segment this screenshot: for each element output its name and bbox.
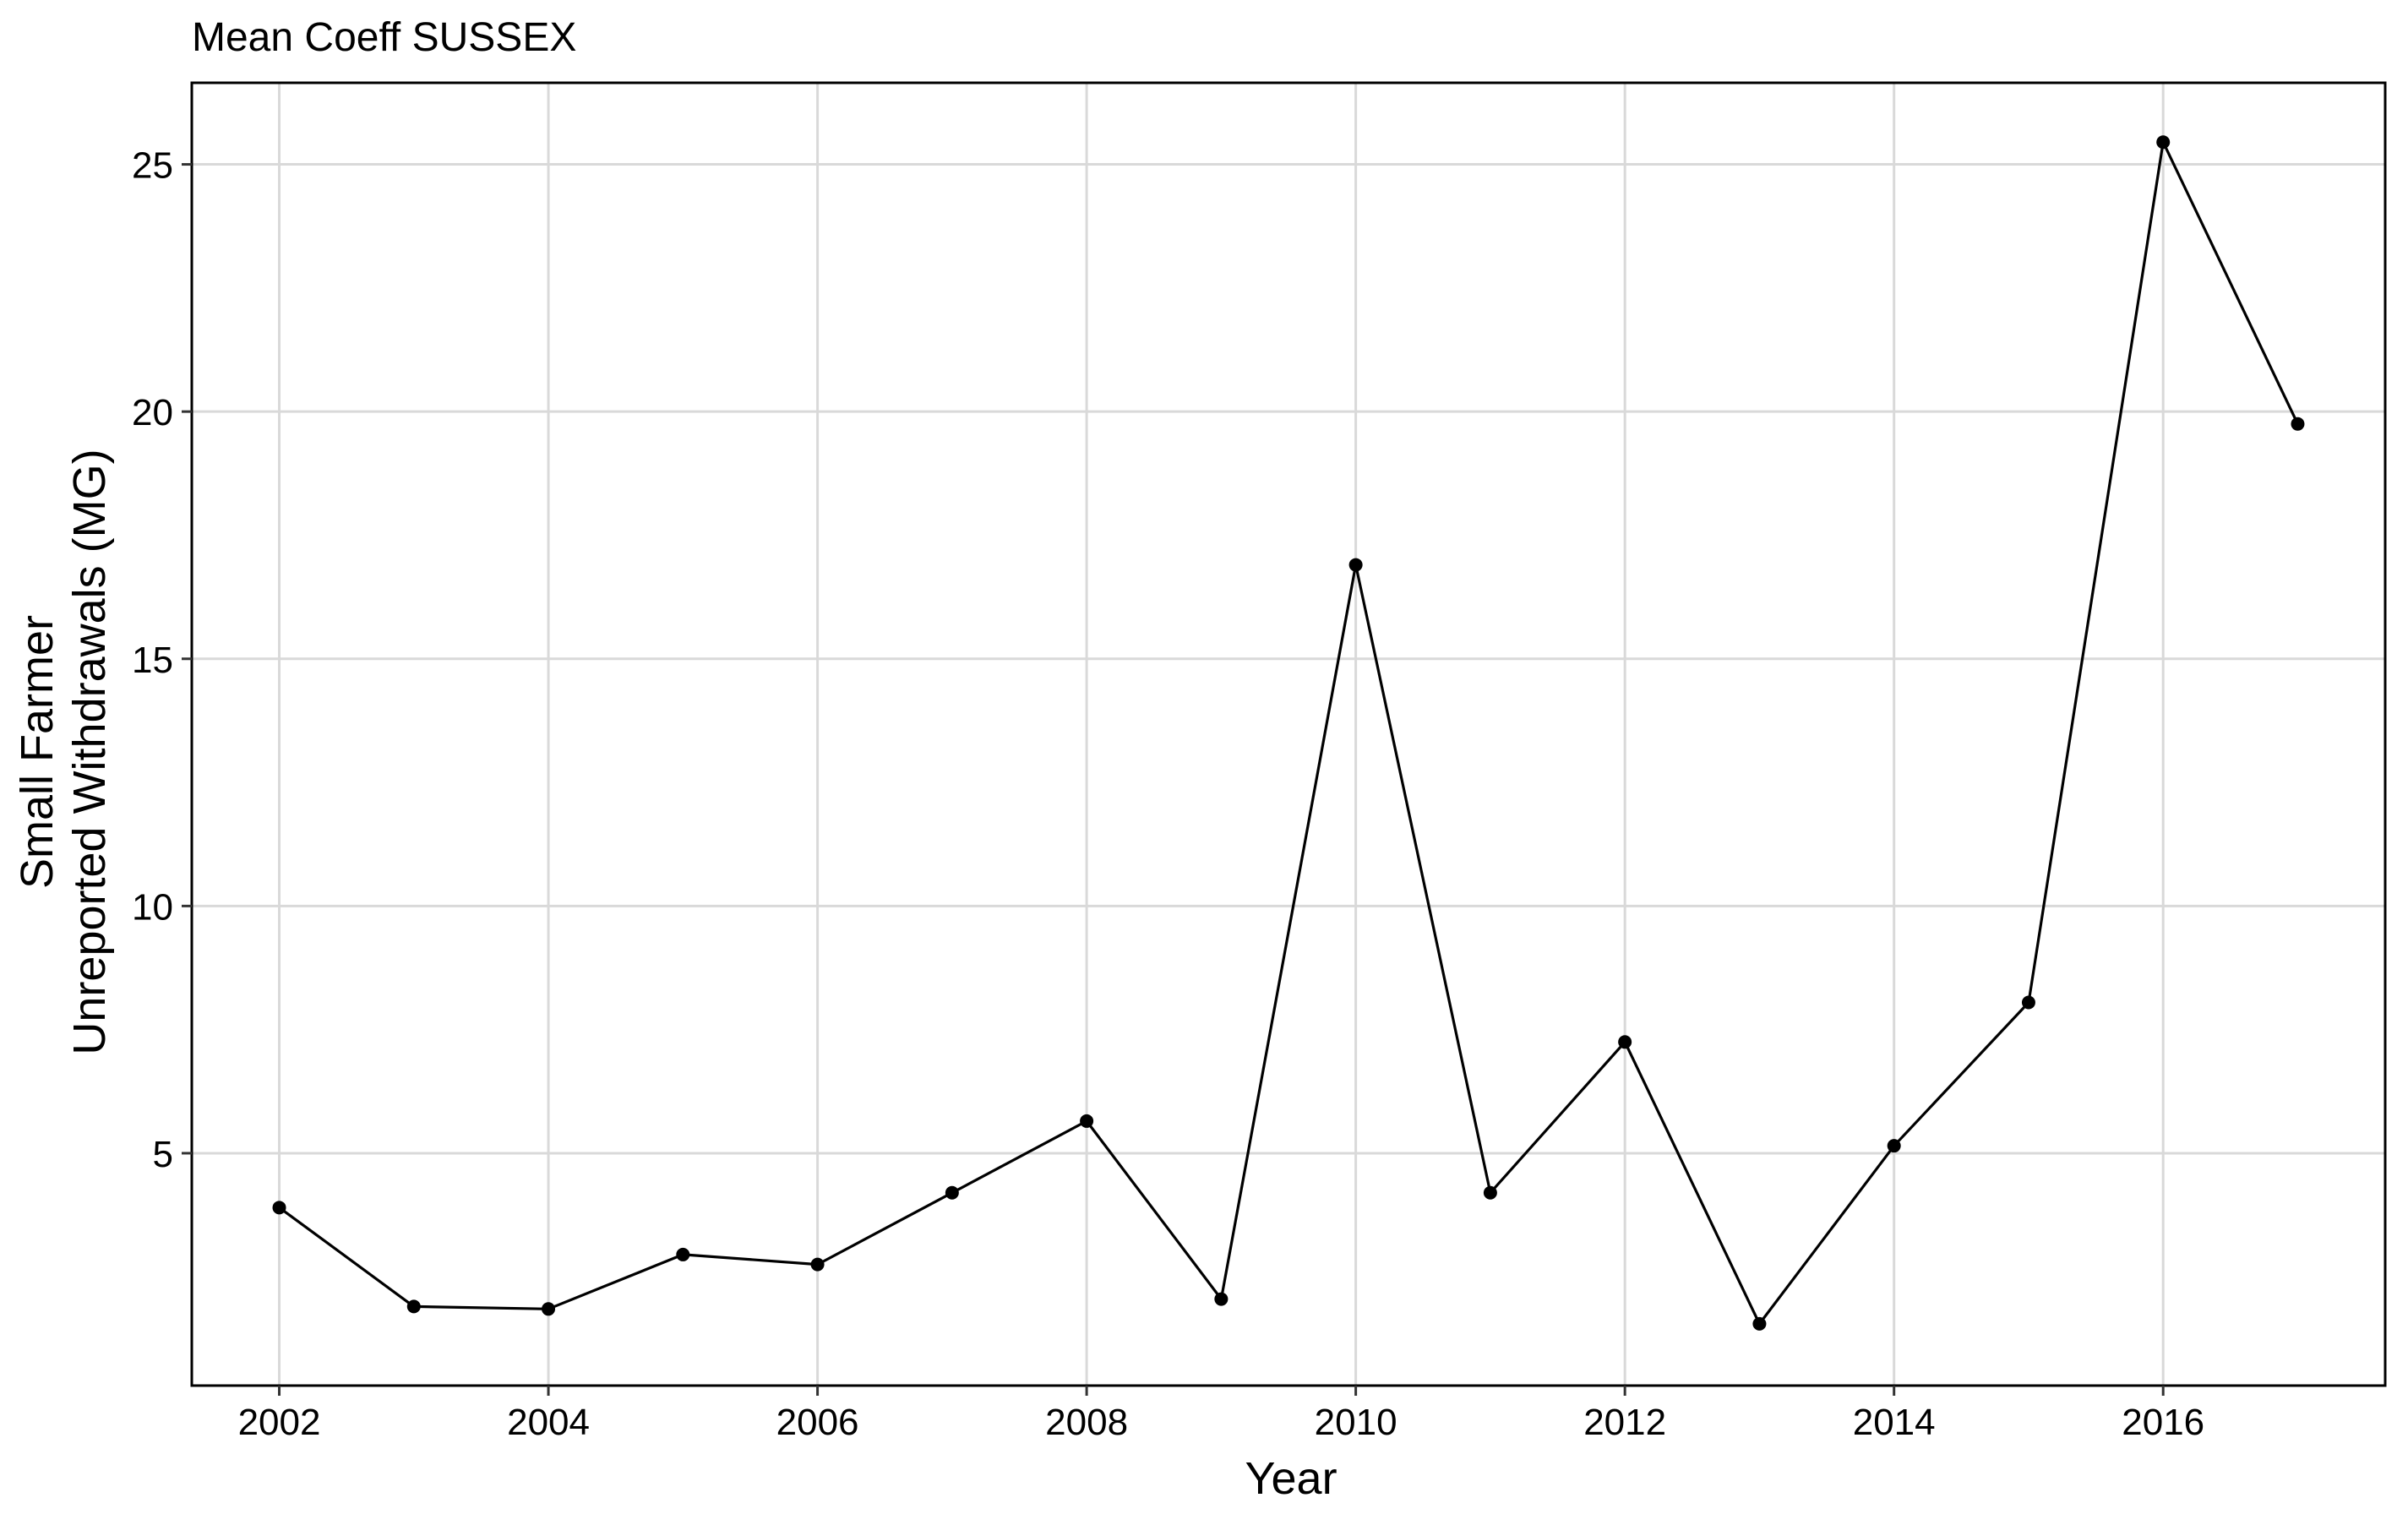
y-axis-title-line-2: Unreported Withdrawals (MG) <box>64 449 115 1054</box>
data-point <box>945 1185 959 1200</box>
data-point <box>810 1257 825 1272</box>
x-tick-label: 2016 <box>2122 1402 2204 1443</box>
data-point <box>2291 417 2305 431</box>
y-tick-label: 20 <box>132 392 173 433</box>
gridlines <box>192 83 2385 1386</box>
y-tick-label: 15 <box>132 640 173 681</box>
y-tick-label: 25 <box>132 145 173 187</box>
data-point <box>542 1302 556 1316</box>
y-tick-label: 10 <box>132 886 173 928</box>
data-point <box>676 1247 690 1261</box>
data-point <box>1214 1292 1229 1306</box>
data-point <box>406 1299 421 1314</box>
data-point <box>2021 995 2035 1010</box>
x-tick-label: 2010 <box>1315 1402 1397 1443</box>
x-tick-label: 2012 <box>1583 1402 1666 1443</box>
data-point <box>1887 1139 1901 1153</box>
x-tick-label: 2006 <box>776 1402 859 1443</box>
x-axis-title: Year <box>1245 1453 1337 1504</box>
axis-ticks: 2002 2004 2006 2008 2010 2012 2014 2016 5 10 15 20 2… <box>132 145 2204 1443</box>
data-point <box>1348 558 1363 572</box>
y-axis-title: Small Farmer Unreported Withdrawals (MG) <box>12 449 115 1054</box>
series-layer <box>272 135 2305 1331</box>
data-point <box>2156 135 2171 150</box>
data-point <box>272 1201 286 1215</box>
x-tick-label: 2014 <box>1853 1402 1936 1443</box>
chart-title: Mean Coeff SUSSEX <box>192 15 576 60</box>
data-point <box>1752 1316 1767 1331</box>
x-tick-label: 2002 <box>238 1402 321 1443</box>
series-line <box>278 140 2299 1326</box>
data-point <box>1483 1185 1497 1200</box>
y-axis-title-line-1: Small Farmer <box>12 615 63 889</box>
plot-frame <box>190 81 2387 1387</box>
x-tick-label: 2008 <box>1045 1402 1128 1443</box>
x-tick-label: 2004 <box>507 1402 590 1443</box>
y-tick-label: 5 <box>153 1134 173 1175</box>
data-point <box>1618 1035 1632 1049</box>
data-point <box>1080 1114 1094 1128</box>
